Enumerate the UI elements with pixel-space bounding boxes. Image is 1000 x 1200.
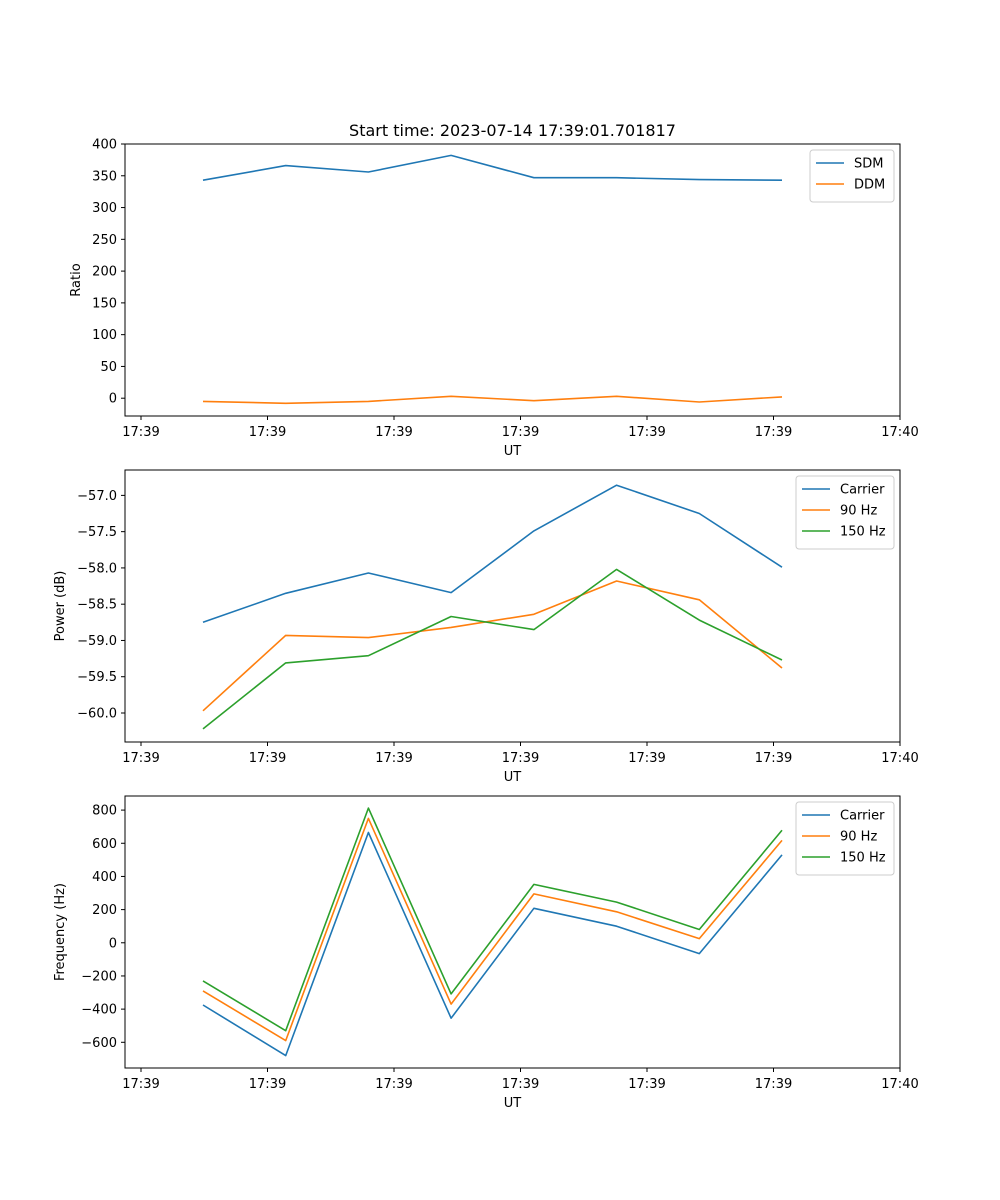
y-tick-label: 200 bbox=[92, 903, 117, 918]
y-tick-label: 400 bbox=[92, 870, 117, 885]
y-tick-label: −58.5 bbox=[77, 598, 117, 613]
legend: Carrier 90 Hz 150 Hz bbox=[795, 801, 895, 876]
x-tick-label: 17:39 bbox=[249, 425, 286, 440]
legend-entry: DDM bbox=[854, 178, 885, 193]
x-axis-label: UT bbox=[504, 1096, 522, 1111]
x-tick-label: 17:40 bbox=[881, 1077, 918, 1092]
axes-frame bbox=[124, 143, 901, 417]
legend: SDM DDM bbox=[809, 149, 895, 203]
series-line-90-hz bbox=[202, 817, 783, 1042]
y-tick-label: 200 bbox=[92, 265, 117, 280]
y-tick-label: 100 bbox=[92, 328, 117, 343]
x-tick-label: 17:40 bbox=[881, 751, 918, 766]
y-tick-label: 300 bbox=[92, 201, 117, 216]
chart-ratio: 0 50 100 150 200 250 300 350 400 17:39 17:39 17:39 1… bbox=[69, 138, 919, 460]
series-line-150-hz bbox=[202, 568, 783, 730]
legend-entry: Carrier bbox=[840, 483, 885, 498]
x-tick-label: 17:39 bbox=[375, 751, 412, 766]
y-axis-label: Ratio bbox=[69, 263, 84, 296]
y-tick-label: −59.0 bbox=[77, 634, 117, 649]
x-tick-label: 17:39 bbox=[502, 751, 539, 766]
x-tick-label: 17:39 bbox=[249, 751, 286, 766]
x-tick-label: 17:39 bbox=[249, 1077, 286, 1092]
y-tick-label: 0 bbox=[109, 936, 117, 951]
x-tick-label: 17:40 bbox=[881, 425, 918, 440]
x-tick-label: 17:39 bbox=[755, 1077, 792, 1092]
series-line-90-hz bbox=[202, 580, 783, 712]
y-tick-label: 350 bbox=[92, 169, 117, 184]
x-tick-label: 17:39 bbox=[628, 1077, 665, 1092]
y-axis-label: Power (dB) bbox=[53, 571, 68, 642]
legend-entry: 90 Hz bbox=[840, 504, 877, 519]
y-tick-label: 50 bbox=[100, 360, 117, 375]
legend-entry: 90 Hz bbox=[840, 830, 877, 845]
x-tick-label: 17:39 bbox=[502, 1077, 539, 1092]
x-tick-label: 17:39 bbox=[628, 751, 665, 766]
x-tick-label: 17:39 bbox=[755, 751, 792, 766]
chart-frequency: −600 −400 −200 0 200 400 600 800 17:39 17:39 17:39… bbox=[53, 795, 919, 1111]
y-tick-label: −57.5 bbox=[77, 525, 117, 540]
y-tick-label: −58.0 bbox=[77, 561, 117, 576]
series-line-carrier bbox=[202, 831, 783, 1057]
legend-entry: 150 Hz bbox=[840, 851, 886, 866]
y-tick-label: 250 bbox=[92, 233, 117, 248]
axes-frame bbox=[124, 469, 901, 743]
y-tick-label: −60.0 bbox=[77, 706, 117, 721]
x-axis-label: UT bbox=[504, 444, 522, 459]
y-axis-label: Frequency (Hz) bbox=[53, 883, 68, 981]
legend: Carrier 90 Hz 150 Hz bbox=[795, 475, 895, 550]
x-tick-label: 17:39 bbox=[375, 425, 412, 440]
y-tick-label: 150 bbox=[92, 296, 117, 311]
y-tick-label: −57.0 bbox=[77, 489, 117, 504]
x-axis-label: UT bbox=[504, 770, 522, 785]
y-tick-label: 800 bbox=[92, 804, 117, 819]
series-line-sdm bbox=[202, 154, 783, 181]
x-tick-label: 17:39 bbox=[122, 425, 159, 440]
legend-entry: Carrier bbox=[840, 809, 885, 824]
axes-frame bbox=[124, 795, 901, 1069]
series-line-ddm bbox=[202, 395, 783, 405]
legend-entry: SDM bbox=[854, 157, 883, 172]
y-tick-label: −200 bbox=[81, 969, 117, 984]
y-tick-label: 0 bbox=[109, 392, 117, 407]
x-tick-label: 17:39 bbox=[122, 751, 159, 766]
y-tick-label: 400 bbox=[92, 138, 117, 153]
chart-power: −60.0 −59.5 −59.0 −58.5 −58.0 −57.5 −57.0 17:39… bbox=[53, 469, 919, 785]
x-tick-label: 17:39 bbox=[122, 1077, 159, 1092]
y-tick-label: −600 bbox=[81, 1036, 117, 1051]
y-tick-label: −400 bbox=[81, 1003, 117, 1018]
legend-entry: 150 Hz bbox=[840, 525, 886, 540]
figure-title: Start time: 2023-07-14 17:39:01.701817 bbox=[349, 121, 676, 140]
y-tick-label: 600 bbox=[92, 837, 117, 852]
series-line-150-hz bbox=[202, 807, 783, 1032]
series-line-carrier bbox=[202, 484, 783, 624]
x-tick-label: 17:39 bbox=[628, 425, 665, 440]
x-tick-label: 17:39 bbox=[755, 425, 792, 440]
x-tick-label: 17:39 bbox=[502, 425, 539, 440]
y-tick-label: −59.5 bbox=[77, 670, 117, 685]
x-tick-label: 17:39 bbox=[375, 1077, 412, 1092]
